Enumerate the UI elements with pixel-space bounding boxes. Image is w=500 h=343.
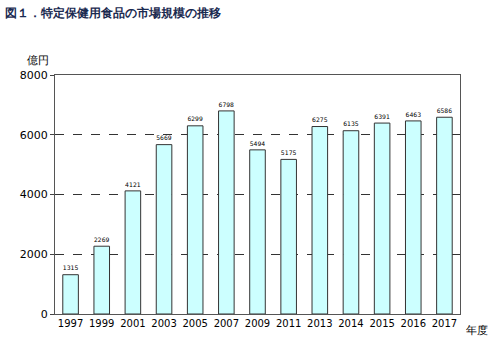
svg-text:1997: 1997	[58, 318, 83, 329]
svg-text:2015: 2015	[369, 318, 394, 329]
svg-text:年度: 年度	[466, 324, 488, 337]
svg-text:6299: 6299	[187, 115, 203, 122]
svg-text:8000: 8000	[20, 69, 48, 82]
svg-text:4000: 4000	[20, 188, 48, 201]
svg-text:2003: 2003	[151, 318, 176, 329]
svg-text:2011: 2011	[276, 318, 301, 329]
svg-text:2016: 2016	[401, 318, 426, 329]
svg-text:図１．特定保健用食品の市場規模の推移: 図１．特定保健用食品の市場規模の推移	[5, 6, 221, 20]
svg-text:0: 0	[41, 308, 48, 321]
svg-text:6391: 6391	[374, 113, 390, 120]
svg-text:6000: 6000	[20, 129, 48, 142]
svg-text:4121: 4121	[125, 181, 141, 188]
svg-text:6463: 6463	[405, 111, 421, 118]
svg-text:1315: 1315	[63, 264, 79, 271]
svg-text:2017: 2017	[432, 318, 457, 329]
svg-text:2005: 2005	[182, 318, 207, 329]
svg-text:6275: 6275	[312, 116, 328, 123]
svg-text:5669: 5669	[156, 134, 172, 141]
svg-text:6135: 6135	[343, 120, 359, 127]
svg-text:2013: 2013	[307, 318, 332, 329]
svg-text:2001: 2001	[120, 318, 145, 329]
svg-text:6798: 6798	[219, 101, 235, 108]
svg-text:2269: 2269	[94, 236, 110, 243]
svg-text:2000: 2000	[20, 248, 48, 261]
svg-text:6586: 6586	[437, 107, 453, 114]
svg-text:2007: 2007	[214, 318, 239, 329]
svg-text:1999: 1999	[89, 318, 114, 329]
svg-text:2014: 2014	[338, 318, 363, 329]
svg-text:2009: 2009	[245, 318, 270, 329]
svg-text:億円: 億円	[27, 54, 49, 67]
svg-text:5175: 5175	[281, 149, 297, 156]
svg-text:5494: 5494	[250, 140, 266, 147]
